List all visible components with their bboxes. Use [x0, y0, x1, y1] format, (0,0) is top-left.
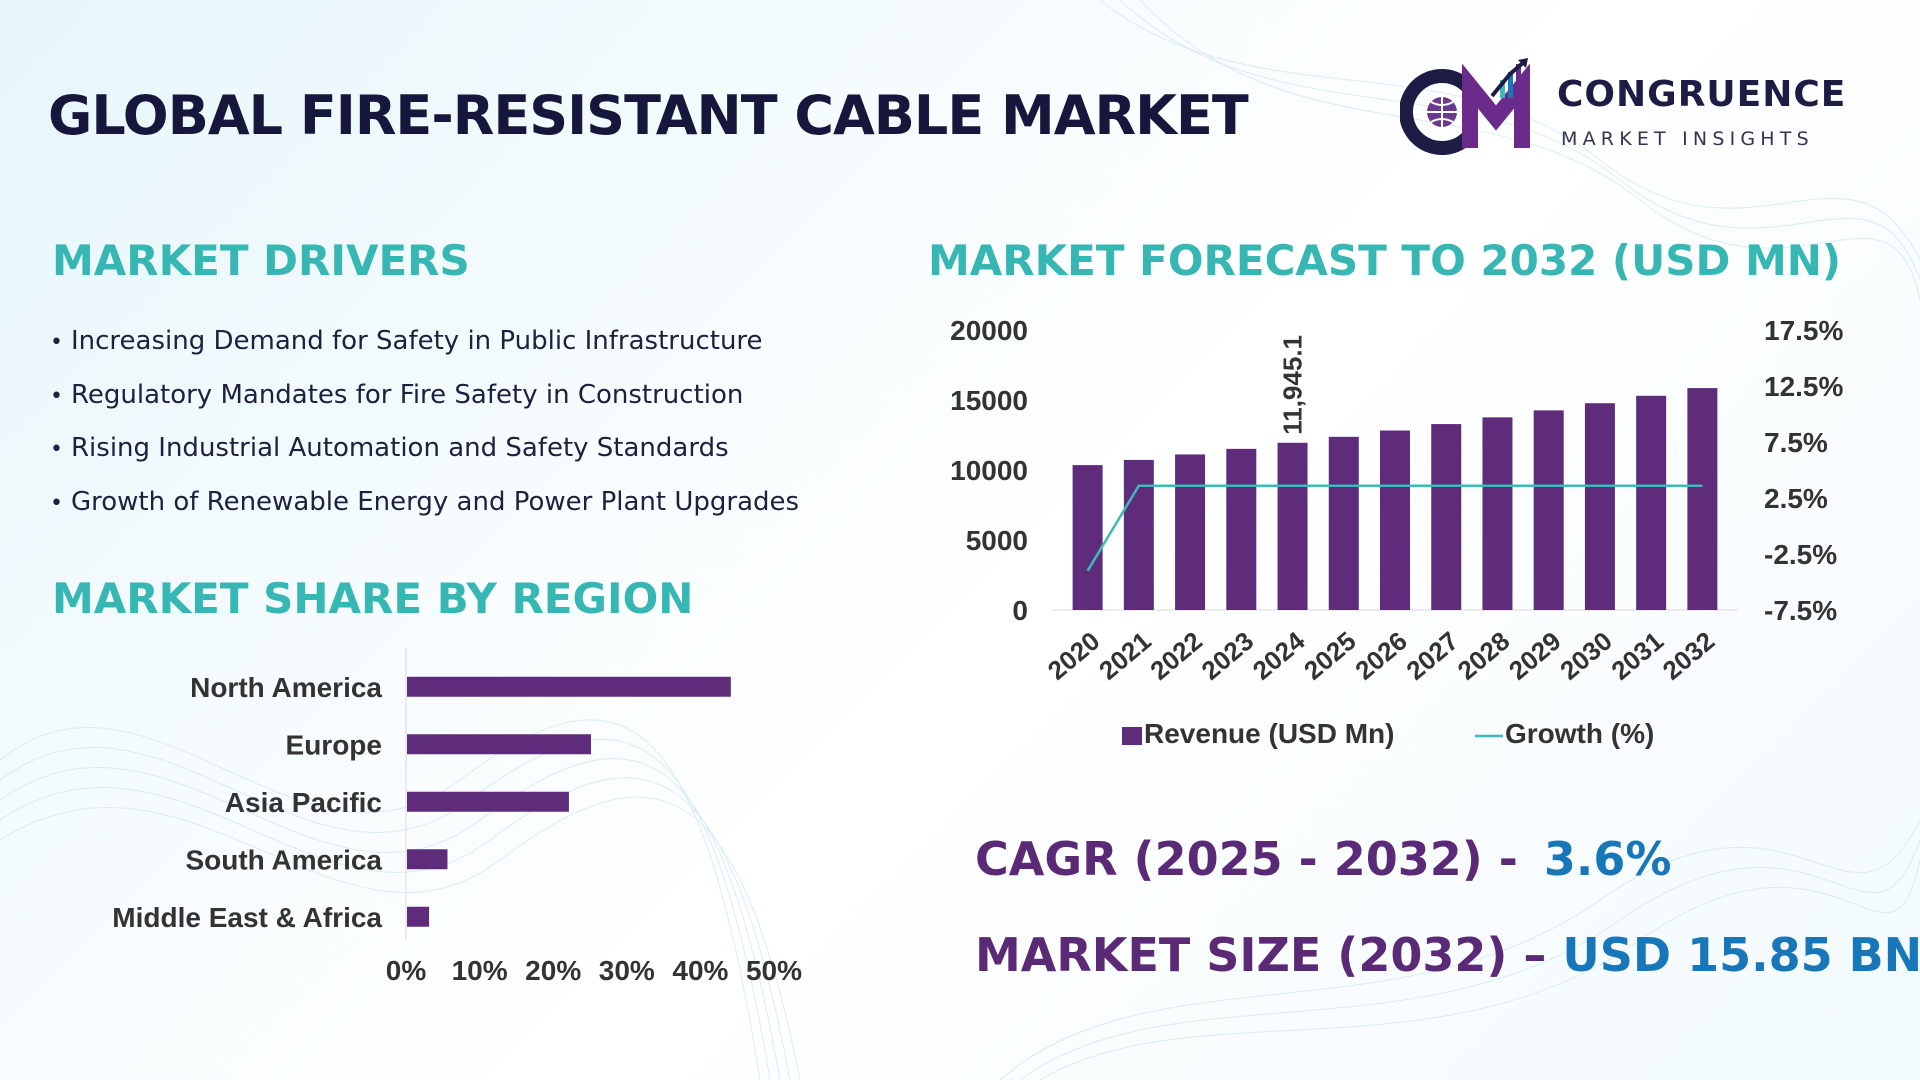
region-category-label: North America [190, 672, 382, 703]
legend-growth-label: Growth (%) [1505, 718, 1654, 749]
list-item: • Rising Industrial Automation and Safety… [50, 433, 729, 463]
region-x-tick: 50% [746, 955, 802, 986]
forecast-y-tick: 15000 [950, 385, 1028, 416]
logo-name: CONGRUENCE [1557, 74, 1847, 115]
revenue-bar [1380, 430, 1410, 610]
market-size-value: USD 15.85 BN [1562, 928, 1920, 982]
revenue-bar [1072, 465, 1103, 610]
forecast-y2-tick: 17.5% [1764, 315, 1843, 346]
list-item: • Increasing Demand for Safety in Public … [50, 326, 763, 356]
forecast-y2-tick: -2.5% [1764, 539, 1837, 570]
region-bar [407, 676, 731, 697]
forecast-x-tick: 2030 [1554, 626, 1618, 686]
region-category-label: Asia Pacific [225, 787, 382, 818]
region-x-tick: 30% [599, 955, 655, 986]
cagr-label: CAGR (2025 - 2032) - [975, 832, 1518, 886]
region-bar [407, 906, 430, 927]
forecast-x-tick: 2020 [1042, 626, 1106, 686]
revenue-bar [1123, 459, 1154, 610]
region-category-label: Europe [286, 729, 382, 760]
forecast-y2-tick: -7.5% [1764, 595, 1837, 626]
region-x-tick: 0% [386, 955, 427, 986]
driver-text: Regulatory Mandates for Fire Safety in C… [70, 379, 744, 410]
revenue-bar [1482, 417, 1513, 610]
forecast-heading: MARKET FORECAST TO 2032 (USD MN) [928, 236, 1842, 285]
cagr-value: 3.6% [1543, 832, 1672, 886]
forecast-y2-tick: 12.5% [1764, 371, 1843, 402]
region-share-chart: North America Europe Asia Pacific South Ame… [112, 648, 802, 986]
page-title: GLOBAL FIRE-RESISTANT CABLE MARKET [48, 84, 1249, 147]
logo-subtitle: MARKET INSIGHTS [1561, 128, 1814, 150]
forecast-x-tick: 2023 [1196, 626, 1260, 686]
forecast-y-tick: 0 [1012, 595, 1028, 626]
forecast-y-tick: 5000 [966, 525, 1028, 556]
forecast-x-tick: 2031 [1605, 626, 1669, 686]
forecast-x-tick: 2024 [1247, 625, 1311, 686]
forecast-chart: 0 5000 10000 15000 20000 -7.5% -2.5% 2.5% 7.5% 12… [950, 315, 1843, 749]
list-item: • Growth of Renewable Energy and Power Pl… [50, 486, 800, 517]
forecast-x-tick: 2021 [1093, 626, 1157, 686]
revenue-bar [1687, 388, 1718, 610]
region-x-tick: 10% [452, 955, 508, 986]
revenue-bar [1175, 454, 1206, 610]
region-bar [407, 734, 591, 755]
drivers-heading: MARKET DRIVERS [52, 236, 470, 285]
revenue-bar [1277, 442, 1308, 610]
revenue-bar [1533, 410, 1564, 610]
market-size-label: MARKET SIZE (2032) – [975, 928, 1547, 982]
region-category-label: Middle East & Africa [112, 902, 382, 933]
forecast-x-tick: 2027 [1400, 626, 1464, 686]
revenue-bar [1328, 436, 1359, 610]
list-item: • Regulatory Mandates for Fire Safety in … [50, 379, 744, 410]
forecast-x-tick: 2028 [1452, 626, 1516, 686]
growth-line [1086, 484, 1703, 572]
forecast-y2-tick: 7.5% [1764, 427, 1828, 458]
forecast-y-tick: 10000 [950, 455, 1028, 486]
region-category-label: South America [185, 844, 382, 875]
region-bar [407, 791, 569, 812]
cagr-kpi: CAGR (2025 - 2032) - 3.6% [975, 832, 1671, 886]
driver-text: Increasing Demand for Safety in Public I… [70, 326, 763, 356]
forecast-x-tick: 2022 [1144, 626, 1208, 686]
legend-revenue-swatch [1122, 727, 1142, 745]
forecast-y2-tick: 2.5% [1764, 483, 1828, 514]
revenue-bar [1584, 403, 1615, 610]
driver-text: Rising Industrial Automation and Safety … [70, 433, 729, 463]
driver-text: Growth of Renewable Energy and Power Pla… [70, 486, 800, 517]
forecast-x-tick: 2025 [1298, 626, 1362, 686]
drivers-list: • Increasing Demand for Safety in Public … [50, 326, 799, 540]
legend-revenue-label: Revenue (USD Mn) [1144, 718, 1394, 749]
region-heading: MARKET SHARE BY REGION [52, 574, 694, 623]
logo-mark-icon [1399, 58, 1530, 155]
revenue-bar [1636, 395, 1667, 610]
forecast-x-tick: 2032 [1657, 626, 1721, 686]
region-x-tick: 20% [525, 955, 581, 986]
revenue-bar [1226, 448, 1257, 610]
region-x-tick: 40% [672, 955, 728, 986]
forecast-x-tick: 2029 [1503, 626, 1567, 686]
forecast-x-tick: 2026 [1349, 626, 1413, 686]
market-size-kpi: MARKET SIZE (2032) – USD 15.85 BN [975, 928, 1920, 982]
revenue-data-label: 11,945.1 [1278, 335, 1308, 435]
forecast-y-tick: 20000 [950, 315, 1028, 346]
logo: CONGRUENCE MARKET INSIGHTS [1399, 56, 1880, 156]
region-bar [407, 849, 448, 870]
revenue-bar [1431, 424, 1462, 610]
